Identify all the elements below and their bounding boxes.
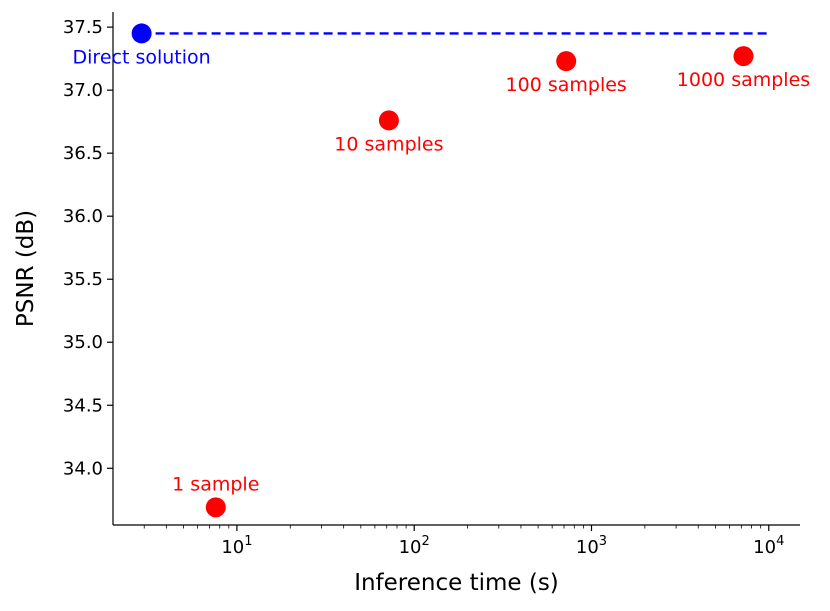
x-tick-label-base: 10 (753, 537, 776, 558)
y-tick-label: 34.0 (63, 458, 103, 479)
data-point (131, 23, 152, 44)
x-tick-label: 101 (221, 534, 252, 558)
plot-area: 34.034.535.035.536.036.537.037.5 101 102 1… (63, 12, 810, 558)
x-tick-label: 102 (399, 534, 430, 558)
x-tick-label: 103 (576, 534, 607, 558)
x-tick-label-exponent: 3 (599, 534, 607, 549)
x-axis-ticks: 101 102 103 104 (143, 525, 784, 558)
x-tick-label-exponent: 1 (244, 534, 252, 549)
y-axis-title: PSNR (dB) (13, 210, 39, 327)
point-label: 1000 samples (677, 69, 810, 91)
y-tick-label: 35.0 (63, 332, 103, 353)
x-tick-label-exponent: 4 (776, 534, 784, 549)
data-point (556, 51, 577, 72)
y-tick-label: 37.5 (63, 17, 103, 38)
y-tick-label: 36.5 (63, 143, 103, 164)
x-axis-title: Inference time (s) (354, 570, 559, 596)
y-tick-label: 35.5 (63, 269, 103, 290)
y-tick-label: 36.0 (63, 206, 103, 227)
point-label: 10 samples (334, 133, 443, 155)
x-tick-label-base: 10 (221, 537, 244, 558)
data-point (733, 46, 754, 67)
y-tick-label: 37.0 (63, 80, 103, 101)
point-label: 1 sample (172, 473, 259, 495)
data-point (205, 497, 226, 518)
y-tick-label: 34.5 (63, 395, 103, 416)
x-tick-label-exponent: 2 (422, 534, 430, 549)
point-label: 100 samples (506, 74, 627, 96)
data-point (378, 110, 399, 131)
data-points: 1 sample 10 samples 100 samples 1000 sample… (73, 23, 810, 518)
x-tick-label-base: 10 (576, 537, 599, 558)
x-tick-label: 104 (753, 534, 784, 558)
point-label: Direct solution (73, 46, 211, 68)
x-tick-label-base: 10 (399, 537, 422, 558)
y-axis-ticks: 34.0 34.5 35.0 35.5 36.0 36.5 37.0 37.5 (63, 17, 113, 479)
